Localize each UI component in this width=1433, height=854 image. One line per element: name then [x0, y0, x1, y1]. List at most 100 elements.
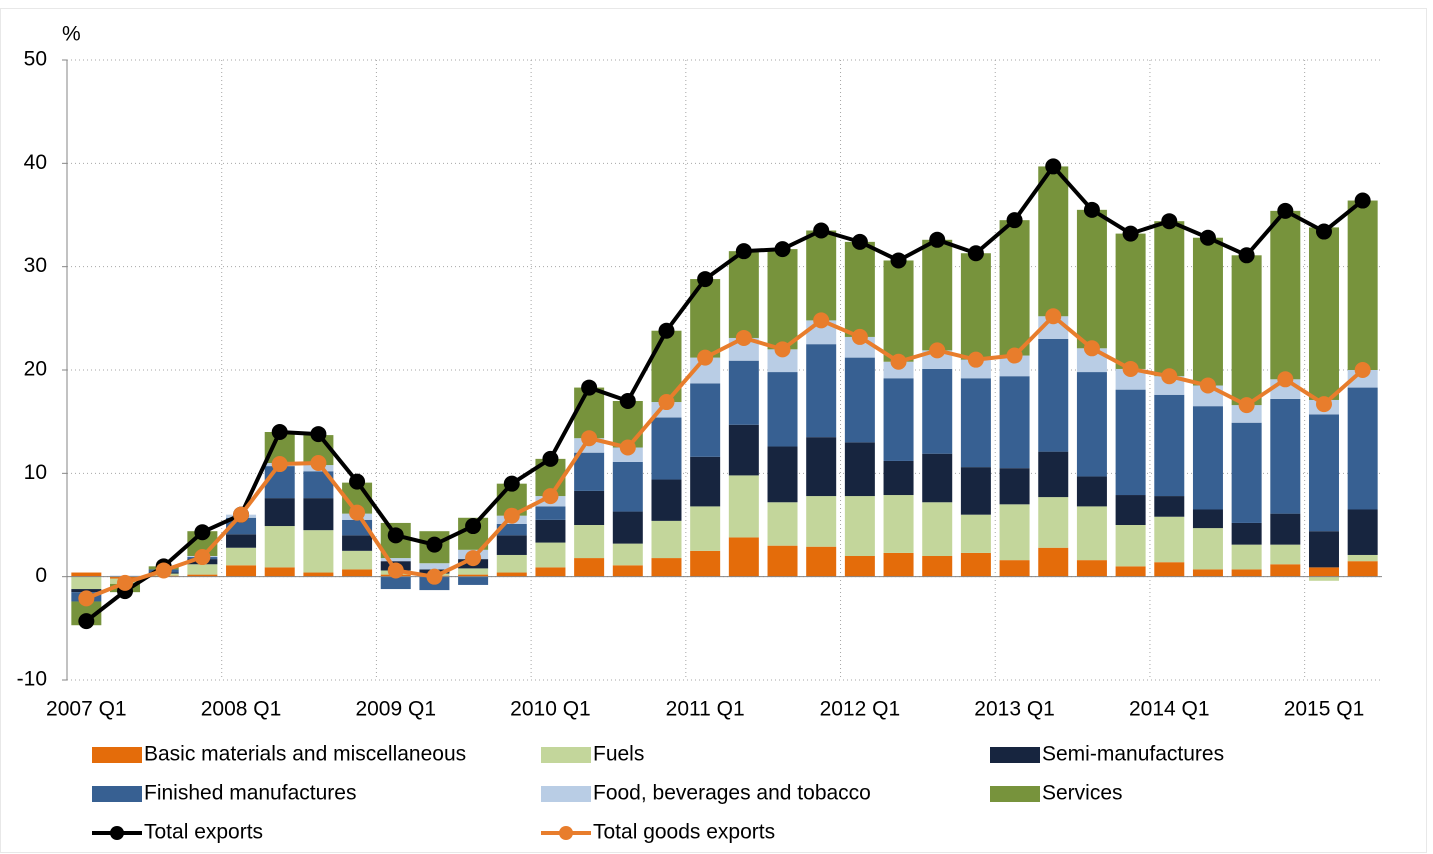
line-marker: [774, 241, 791, 258]
bar-segment: [496, 523, 527, 536]
bar-segment: [1231, 522, 1262, 545]
line-marker: [1238, 247, 1255, 264]
legend-label: Total exports: [144, 821, 263, 844]
line-marker: [697, 271, 714, 288]
bar-segment: [1154, 376, 1185, 395]
bar-segment: [767, 372, 798, 447]
line-marker: [1045, 158, 1062, 175]
bar-segment: [612, 565, 643, 577]
line-marker: [967, 245, 984, 262]
y-tick-label: 40: [24, 151, 47, 174]
line-marker: [349, 504, 366, 521]
bar-segment: [883, 378, 914, 461]
bar-segment: [767, 502, 798, 546]
x-tick-label: 2011 Q1: [666, 698, 745, 721]
line-marker: [542, 488, 559, 505]
legend-marker: [110, 826, 124, 840]
bar-segment: [999, 560, 1030, 577]
bar-segment: [1076, 476, 1107, 507]
line-marker: [1083, 340, 1100, 357]
bar-segment: [728, 537, 759, 577]
bar-segment: [1076, 209, 1107, 349]
line-marker: [387, 527, 404, 544]
bar-segment: [1115, 368, 1146, 390]
legend-label: Total goods exports: [593, 821, 775, 844]
bar-segment: [574, 558, 605, 577]
line-marker: [542, 450, 559, 467]
bar-segment: [264, 567, 295, 577]
line-marker: [1006, 347, 1023, 364]
bar-segment: [922, 556, 953, 577]
bar-segment: [187, 574, 218, 577]
line-marker: [851, 328, 868, 345]
bar-segment: [458, 574, 489, 577]
bar-segment: [612, 461, 643, 512]
y-tick-label: 10: [24, 461, 47, 484]
bar-segment: [1192, 509, 1223, 529]
line-marker: [1354, 192, 1371, 209]
bar-segment: [1115, 233, 1146, 369]
line-marker: [233, 506, 250, 523]
bar-segment: [728, 424, 759, 476]
bar-segment: [767, 446, 798, 503]
line: [85, 164, 1364, 623]
legend-item: Total goods exports: [541, 821, 775, 844]
legend-item: Services: [990, 782, 1123, 805]
legend-swatch: [541, 786, 591, 802]
bar-segment: [999, 504, 1030, 561]
bar-segment: [690, 383, 721, 457]
legend-item: Finished manufactures: [92, 782, 356, 805]
line-marker: [890, 353, 907, 370]
bar-segment: [883, 460, 914, 496]
bar-segment: [1231, 422, 1262, 523]
line-marker: [619, 393, 636, 409]
line-marker: [465, 518, 482, 535]
y-tick-label: 50: [24, 48, 47, 71]
line-marker: [697, 349, 714, 366]
bar-segment: [419, 563, 450, 570]
line-marker: [1315, 223, 1332, 240]
bar-segment: [535, 567, 566, 577]
bar-segment: [806, 344, 837, 438]
line-marker: [581, 430, 598, 447]
line-marker: [929, 231, 946, 248]
bar-segment: [1231, 544, 1262, 570]
line-marker: [813, 312, 830, 329]
legend-swatch: [990, 747, 1040, 763]
bar-segment: [1231, 255, 1262, 406]
bar-segment: [303, 530, 334, 573]
x-tick-label: 2013 Q1: [974, 698, 1055, 721]
line-marker: [78, 613, 95, 630]
bar-segment: [1076, 560, 1107, 577]
bar-segment: [960, 359, 991, 379]
line-marker: [271, 456, 288, 473]
legend-label: Basic materials and miscellaneous: [144, 743, 466, 766]
line-marker: [735, 243, 752, 260]
y-tick-label: -10: [17, 668, 47, 691]
line-marker: [735, 329, 752, 346]
bar-segment: [922, 502, 953, 556]
bar-segment: [1270, 544, 1301, 565]
bar-segment: [690, 456, 721, 507]
legend-item: Basic materials and miscellaneous: [92, 743, 466, 766]
bar-segment: [1270, 564, 1301, 577]
line-marker: [1161, 213, 1178, 230]
legend-swatch: [541, 747, 591, 763]
line-marker: [465, 550, 482, 567]
bar-segment: [960, 467, 991, 515]
legend-item: Fuels: [541, 743, 644, 766]
line-marker: [813, 222, 830, 239]
legend-label: Semi-manufactures: [1042, 743, 1224, 766]
bar-segment: [651, 479, 682, 521]
bar-segment: [728, 251, 759, 338]
line-marker: [967, 351, 984, 368]
bar-segment: [728, 360, 759, 425]
bar-segment: [1038, 497, 1069, 548]
x-tick-label: 2014 Q1: [1129, 698, 1210, 721]
bar-segment: [1115, 495, 1146, 525]
bar-segment: [1347, 561, 1378, 577]
line-marker: [155, 562, 172, 579]
bar-segment: [883, 495, 914, 553]
bar-segment: [1308, 227, 1339, 400]
bar-segment: [342, 535, 373, 551]
